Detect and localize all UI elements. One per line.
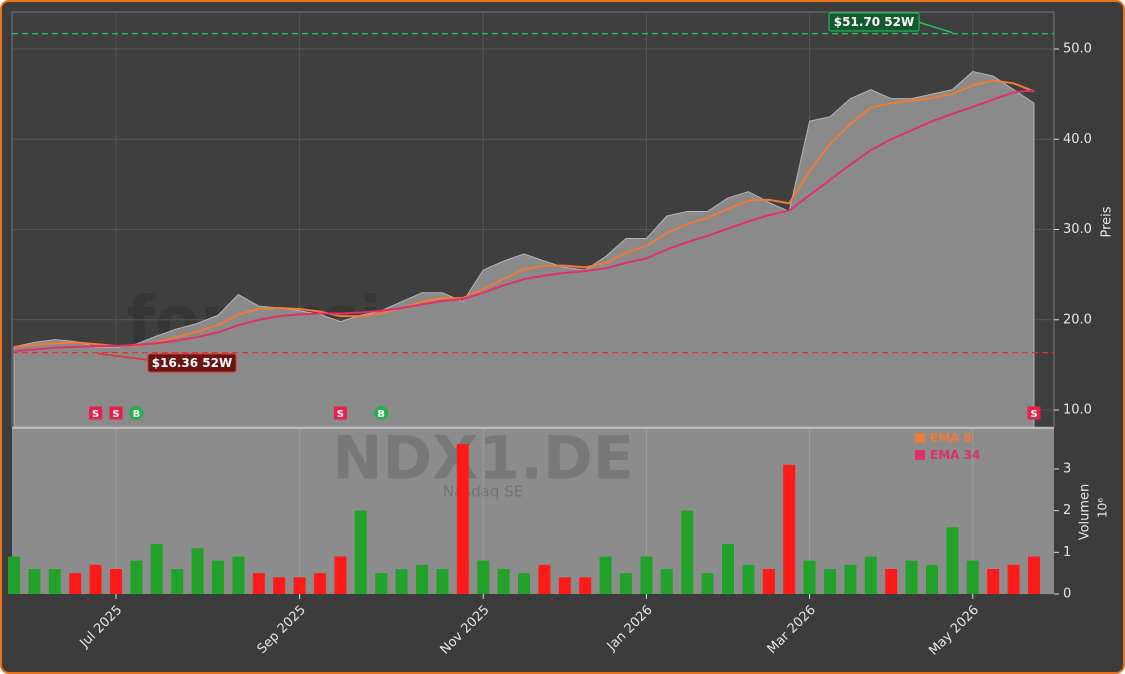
volume-bar bbox=[212, 560, 224, 594]
y-tick-label: 20.0 bbox=[1063, 312, 1092, 327]
volume-bar bbox=[436, 569, 449, 594]
volume-bar bbox=[171, 569, 184, 594]
volume-bar bbox=[191, 548, 204, 594]
volume-bar bbox=[89, 564, 102, 594]
y2-axis-label: Volumen bbox=[1078, 484, 1093, 541]
legend-label: EMA 34 bbox=[930, 448, 980, 462]
y2-tick-label: 3 bbox=[1063, 462, 1071, 477]
high-52w-arrow bbox=[917, 21, 953, 34]
signal-label: S bbox=[112, 409, 119, 420]
signal-marker bbox=[129, 406, 144, 420]
signal-label: B bbox=[133, 409, 141, 420]
volume-bar bbox=[354, 510, 367, 594]
volume-bar bbox=[905, 560, 918, 594]
volume-bar bbox=[681, 510, 694, 594]
low-52w-box bbox=[147, 353, 237, 373]
signal-marker bbox=[89, 406, 103, 420]
ema-line bbox=[13, 89, 1035, 353]
signal-marker bbox=[374, 406, 389, 420]
volume-bar bbox=[864, 556, 877, 594]
legend-swatch bbox=[915, 450, 925, 460]
volume-bar bbox=[640, 556, 653, 594]
volume-bar bbox=[130, 560, 143, 594]
volume-bar bbox=[314, 573, 326, 594]
volume-bar bbox=[518, 573, 530, 594]
volume-bar bbox=[48, 569, 61, 594]
volume-bar bbox=[579, 577, 592, 594]
signal-marker bbox=[333, 406, 347, 420]
volume-bar bbox=[28, 569, 41, 594]
legend-label: EMA 8 bbox=[930, 431, 972, 445]
volume-bar bbox=[1028, 556, 1040, 594]
volume-bar bbox=[885, 569, 898, 594]
volume-bar bbox=[334, 556, 347, 594]
volume-bar bbox=[273, 577, 286, 594]
signal-label: S bbox=[92, 409, 99, 420]
volume-bar bbox=[1007, 564, 1020, 594]
signal-marker bbox=[109, 406, 123, 420]
volume-bar bbox=[946, 527, 959, 594]
y-tick-label: 30.0 bbox=[1063, 222, 1092, 237]
price-area bbox=[13, 71, 1035, 428]
volume-bar bbox=[252, 573, 265, 594]
volume-bar bbox=[803, 560, 816, 594]
volume-bar bbox=[416, 564, 428, 594]
ema-line bbox=[13, 79, 1035, 348]
y2-multiplier: 10⁶ bbox=[1096, 498, 1110, 518]
signal-label: B bbox=[377, 409, 385, 420]
volume-bar bbox=[538, 564, 551, 594]
volume-bar bbox=[620, 573, 632, 594]
volume-bar bbox=[701, 573, 714, 594]
volume-bar bbox=[783, 464, 796, 594]
volume-panel bbox=[12, 429, 1054, 594]
volume-bar bbox=[762, 569, 775, 594]
volume-bar bbox=[660, 569, 673, 594]
low-52w-label: $16.36 52W bbox=[152, 356, 232, 370]
y2-tick-label: 2 bbox=[1063, 503, 1071, 518]
y-axis-label: Preis bbox=[1100, 206, 1115, 237]
volume-bar bbox=[966, 560, 979, 594]
volume-bar bbox=[987, 569, 1000, 594]
volume-bar bbox=[742, 564, 755, 594]
volume-bar bbox=[844, 564, 857, 594]
signal-marker bbox=[1027, 406, 1041, 420]
volume-bar bbox=[926, 564, 938, 594]
volume-bar bbox=[477, 560, 490, 594]
volume-bar bbox=[558, 577, 571, 594]
volume-bar bbox=[722, 544, 734, 594]
volume-bar bbox=[456, 444, 469, 594]
volume-bar bbox=[599, 556, 612, 594]
high-52w-box bbox=[828, 12, 920, 32]
volume-bar bbox=[69, 573, 82, 594]
volume-bar bbox=[110, 569, 122, 594]
volume-bar bbox=[232, 556, 245, 594]
y2-tick-label: 0 bbox=[1063, 587, 1071, 602]
low-52w-arrow bbox=[97, 352, 150, 361]
volume-bar bbox=[497, 569, 510, 594]
legend-swatch bbox=[915, 433, 925, 443]
volume-bar bbox=[150, 544, 163, 594]
volume-bar bbox=[375, 573, 388, 594]
volume-bar bbox=[293, 577, 306, 594]
y-tick-label: 10.0 bbox=[1063, 403, 1092, 418]
volume-bar bbox=[824, 569, 836, 594]
volume-bar bbox=[8, 556, 20, 594]
y-tick-label: 50.0 bbox=[1063, 42, 1092, 57]
y2-tick-label: 1 bbox=[1063, 545, 1071, 560]
high-52w-label: $51.70 52W bbox=[834, 15, 914, 29]
y-tick-label: 40.0 bbox=[1063, 132, 1092, 147]
volume-bar bbox=[395, 569, 408, 594]
signal-label: S bbox=[337, 409, 344, 420]
signal-label: S bbox=[1030, 409, 1037, 420]
